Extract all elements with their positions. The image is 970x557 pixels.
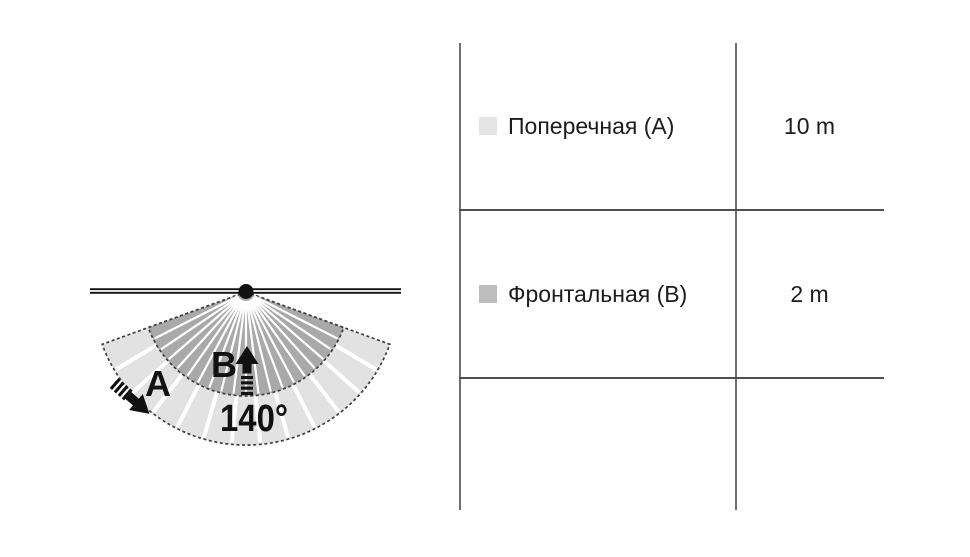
frontal-color-swatch (479, 285, 497, 303)
table-horizontal-line-2 (459, 377, 884, 379)
transverse-label: Поперечная (A) (508, 112, 675, 139)
frontal-label: Фронтальная (B) (508, 280, 688, 307)
angle-label: 140° (220, 398, 288, 440)
arrow-b-frontal-icon (235, 346, 259, 395)
table-row-transverse: Поперечная (A) 10 m (459, 43, 884, 209)
value-cell: 10 m (735, 43, 884, 209)
transverse-color-swatch (479, 117, 497, 135)
table-row-frontal: Фронтальная (B) 2 m (459, 211, 884, 377)
label-cell: Фронтальная (B) (459, 211, 735, 377)
table-horizontal-line-1 (459, 209, 884, 211)
sensor-dot (238, 284, 254, 299)
transverse-range-value: 10 m (783, 112, 836, 139)
table-vertical-line-left (459, 43, 461, 510)
arrow-a-transverse-icon (109, 378, 150, 414)
value-cell: 2 m (735, 211, 884, 377)
outer-sector-rays (114, 342, 378, 444)
frontal-range-value: 2 m (790, 280, 829, 307)
arrow-a-label: A (145, 363, 171, 404)
arrow-b-label: B (211, 344, 237, 385)
label-cell: Поперечная (A) (459, 43, 735, 209)
table-vertical-line-middle (735, 43, 737, 510)
